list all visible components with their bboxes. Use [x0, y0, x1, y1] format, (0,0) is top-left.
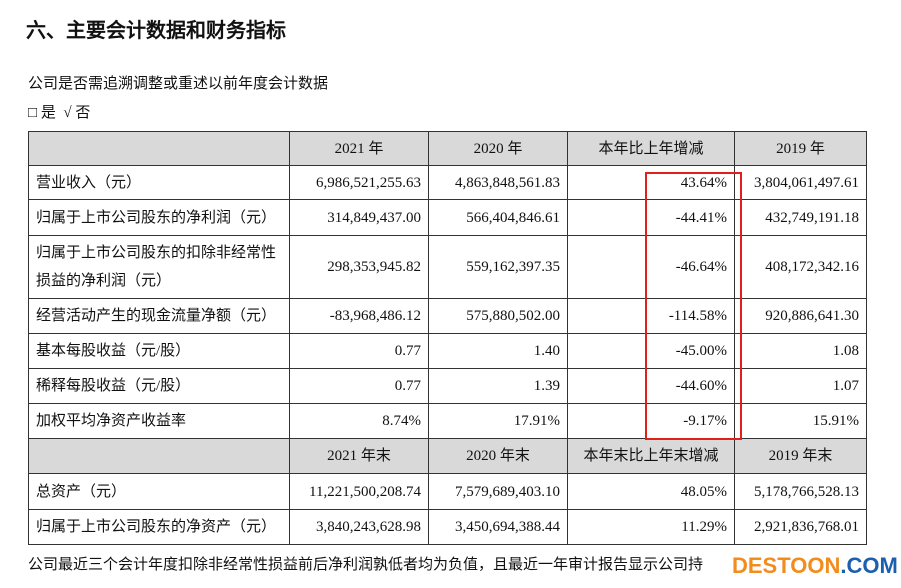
option: 是 [40, 105, 56, 121]
header-cell: 2021 年末 [289, 438, 429, 474]
checkbox: □ [28, 105, 38, 121]
number-cell: 3,450,694,388.44 [428, 509, 568, 545]
watermark-text: DESTOON [732, 553, 841, 578]
number-cell: 920,886,641.30 [734, 298, 867, 334]
row: 经营活动产生的现金流量净额（元） -83,968,486.12 575,880,50… [28, 298, 867, 334]
number-cell: 15.91% [734, 403, 867, 439]
number-cell: 3,840,243,628.98 [289, 509, 429, 545]
watermark-text: .COM [840, 553, 898, 578]
number-cell: 2,921,836,768.01 [734, 509, 867, 545]
number-cell: 0.77 [289, 368, 429, 404]
cell [28, 131, 290, 166]
label-cell: 归属于上市公司股东的净资产（元） [28, 509, 290, 545]
number-cell: 5,178,766,528.13 [734, 473, 867, 510]
header-cell: 2020 年 [428, 131, 568, 166]
row: 营业收入（元） 6,986,521,255.63 4,863,848,561.83 4… [28, 165, 867, 200]
number-cell: 1.39 [428, 368, 568, 404]
number-cell: -83,968,486.12 [289, 298, 429, 334]
number-cell: 3,804,061,497.61 [734, 165, 867, 200]
row: 归属于上市公司股东的净资产（元） 3,840,243,628.98 3,450,69… [28, 509, 867, 545]
title: 六、主要会计数据和财务指标 [26, 20, 286, 42]
question: 公司是否需追溯调整或重述以前年度会计数据 [28, 76, 329, 92]
number-cell: 1.07 [734, 368, 867, 404]
label-cell: 归属于上市公司股东的扣除非经常性损益的净利润（元） [28, 235, 290, 299]
table: 2021 年 2020 年本年比上年增减 2019 年营业收入（元） 6,986,52… [28, 131, 867, 545]
footnote: 公司最近三个会计年度扣除非经常性损益前后净利润孰低者均为负值，且最近一年审计报告… [28, 557, 704, 573]
label-cell: 总资产（元） [28, 473, 290, 510]
header-cell: 本年比上年增减 [567, 131, 735, 166]
row: 加权平均净资产收益率 8.74% 17.91% -9.17% 15.91% [28, 403, 867, 439]
row: 稀释每股收益（元/股） 0.77 1.39 -44.60% 1.07 [28, 368, 867, 404]
label-cell: 基本每股收益（元/股） [28, 333, 290, 369]
header-cell: 2019 年末 [734, 438, 867, 474]
label-cell: 经营活动产生的现金流量净额（元） [28, 298, 290, 334]
header-cell: 本年末比上年末增减 [567, 438, 735, 474]
number-cell: 1.40 [428, 333, 568, 369]
number-cell: 6,986,521,255.63 [289, 165, 429, 200]
check: √ [63, 105, 72, 121]
label-cell: 稀释每股收益（元/股） [28, 368, 290, 404]
label-cell: 归属于上市公司股东的净利润（元） [28, 199, 290, 236]
number-cell: 4,863,848,561.83 [428, 165, 568, 200]
label-cell: 营业收入（元） [28, 165, 290, 200]
row: 总资产（元） 11,221,500,208.74 7,579,689,403.10 4… [28, 473, 867, 510]
header-cell: 2019 年 [734, 131, 867, 166]
number-cell: 11,221,500,208.74 [289, 473, 429, 510]
number-cell: 0.77 [289, 333, 429, 369]
label-cell: 加权平均净资产收益率 [28, 403, 290, 439]
number-cell: -9.17% [567, 403, 735, 439]
number-cell: 43.64% [567, 165, 735, 200]
number-cell: 566,404,846.61 [428, 199, 568, 236]
row: 归属于上市公司股东的净利润（元） 314,849,437.00 566,404,84… [28, 199, 867, 236]
number-cell: 1.08 [734, 333, 867, 369]
number-cell: -45.00% [567, 333, 735, 369]
cell [28, 438, 290, 474]
header-row: 2021 年末 2020 年末 本年末比上年末增减 2019 年末 [28, 438, 867, 474]
header-row: 2021 年 2020 年本年比上年增减 2019 年 [28, 131, 867, 166]
number-cell: 298,353,945.82 [289, 235, 429, 299]
number-cell: 48.05% [567, 473, 735, 510]
option: 否 [75, 105, 91, 121]
number-cell: 559,162,397.35 [428, 235, 568, 299]
number-cell: 314,849,437.00 [289, 199, 429, 236]
row: 归属于上市公司股东的扣除非经常性损益的净利润（元） 298,353,945.82 5… [28, 235, 867, 299]
options: □ 是 √ 否 [28, 101, 90, 122]
header-cell: 2021 年 [289, 131, 429, 166]
number-cell: 8.74% [289, 403, 429, 439]
header-cell: 2020 年末 [428, 438, 568, 474]
watermark: DESTOON.COM [728, 553, 901, 579]
number-cell: 432,749,191.18 [734, 199, 867, 236]
number-cell: 7,579,689,403.10 [428, 473, 568, 510]
highlight-box [645, 172, 742, 440]
number-cell: 575,880,502.00 [428, 298, 568, 334]
number-cell: 17.91% [428, 403, 568, 439]
number-cell: 408,172,342.16 [734, 235, 867, 299]
number-cell: 11.29% [567, 509, 735, 545]
